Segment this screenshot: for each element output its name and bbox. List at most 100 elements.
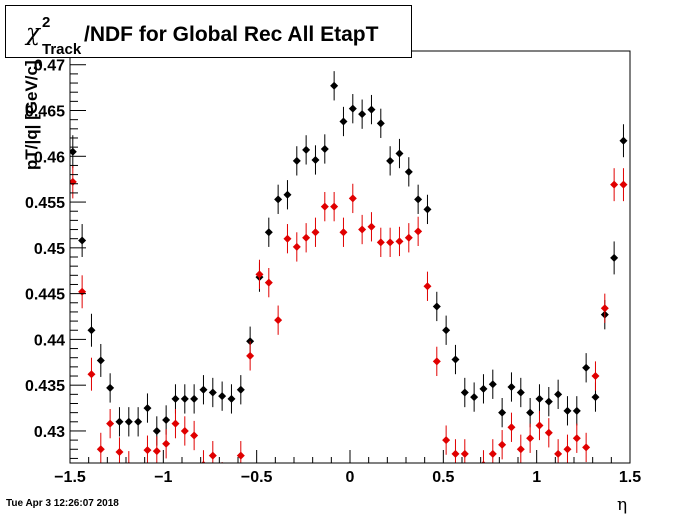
y-tick-label: 0.465	[25, 104, 65, 121]
data-point	[507, 423, 516, 432]
data-point	[152, 426, 161, 435]
data-point	[348, 104, 357, 113]
data-point	[124, 417, 133, 426]
data-point	[367, 105, 376, 114]
data-point	[339, 117, 348, 126]
series-black	[70, 71, 628, 446]
data-point	[395, 237, 404, 246]
data-point	[498, 440, 507, 449]
title-superscript: 2	[42, 14, 51, 31]
title-chi-symbol: χ	[26, 20, 40, 46]
data-point	[274, 195, 283, 204]
data-point	[201, 460, 206, 463]
data-point	[311, 228, 320, 237]
data-point	[236, 451, 245, 460]
data-point	[264, 278, 273, 287]
x-tick-label: 0.5	[432, 469, 454, 486]
data-point	[208, 451, 217, 460]
y-tick-label: 0.47	[34, 58, 65, 75]
data-point	[115, 448, 124, 457]
data-point	[292, 156, 301, 165]
title-box: χ 2 Track /NDF for Global Rec All EtapT	[5, 5, 412, 58]
data-point	[255, 270, 264, 279]
data-point	[535, 421, 544, 430]
data-point	[274, 316, 283, 325]
x-tick-label: 1.5	[619, 469, 641, 486]
data-point	[264, 228, 273, 237]
data-point	[582, 443, 591, 452]
data-point	[395, 149, 404, 158]
data-point	[358, 225, 367, 234]
data-point	[414, 195, 423, 204]
y-tick-label: 0.46	[34, 149, 65, 166]
timestamp: Tue Apr 3 12:26:07 2018	[6, 498, 119, 509]
data-point	[171, 394, 180, 403]
data-point	[106, 383, 115, 392]
data-point	[180, 394, 189, 403]
data-point	[227, 394, 236, 403]
data-point	[451, 355, 460, 364]
data-point	[572, 434, 581, 443]
data-point	[358, 110, 367, 119]
data-point	[330, 202, 339, 211]
data-point	[180, 426, 189, 435]
data-point	[554, 390, 563, 399]
y-tick-label: 0.44	[34, 332, 65, 349]
data-point	[152, 447, 161, 456]
data-point	[414, 227, 423, 236]
data-point	[386, 156, 395, 165]
data-point	[470, 393, 479, 402]
data-layer	[70, 71, 628, 481]
data-point	[78, 236, 87, 245]
data-point	[442, 436, 451, 445]
data-point	[292, 242, 301, 251]
data-point	[451, 449, 460, 458]
data-point	[70, 147, 77, 156]
data-point	[218, 473, 226, 481]
data-point	[610, 180, 619, 189]
data-point	[367, 222, 376, 231]
data-point	[479, 384, 488, 393]
data-point	[376, 119, 385, 128]
data-point	[386, 238, 395, 247]
data-point	[78, 287, 87, 296]
data-point	[87, 326, 96, 335]
data-point	[619, 180, 628, 189]
data-point	[591, 372, 600, 381]
series-red	[70, 165, 628, 481]
data-point	[330, 81, 339, 90]
y-tick-label: 0.435	[25, 378, 65, 395]
data-point	[442, 326, 451, 335]
y-tick-label: 0.45	[34, 241, 65, 258]
data-point	[516, 445, 525, 454]
data-point	[544, 428, 553, 437]
x-tick-label: −1.5	[54, 469, 86, 486]
data-point	[544, 397, 553, 406]
data-point	[208, 388, 217, 397]
data-point	[488, 449, 497, 458]
data-point	[481, 460, 486, 463]
data-point	[516, 388, 525, 397]
data-point	[498, 408, 507, 417]
y-axis-label: pT/|q| [GeV/c]	[22, 60, 41, 170]
data-point	[507, 383, 516, 392]
data-point	[404, 167, 413, 176]
data-point	[218, 392, 227, 401]
data-point	[619, 136, 628, 145]
data-point	[162, 415, 171, 424]
data-point	[311, 155, 320, 164]
data-point	[339, 228, 348, 237]
data-point	[526, 408, 535, 417]
data-point	[106, 419, 115, 428]
data-point	[600, 304, 609, 313]
data-point	[591, 393, 600, 402]
data-point	[302, 233, 311, 242]
data-point	[610, 253, 619, 262]
data-point	[526, 434, 535, 443]
data-point	[143, 446, 152, 455]
y-tick-label: 0.455	[25, 195, 65, 212]
data-point	[162, 439, 171, 448]
data-point	[572, 406, 581, 415]
data-point	[199, 385, 208, 394]
data-point	[320, 202, 329, 211]
